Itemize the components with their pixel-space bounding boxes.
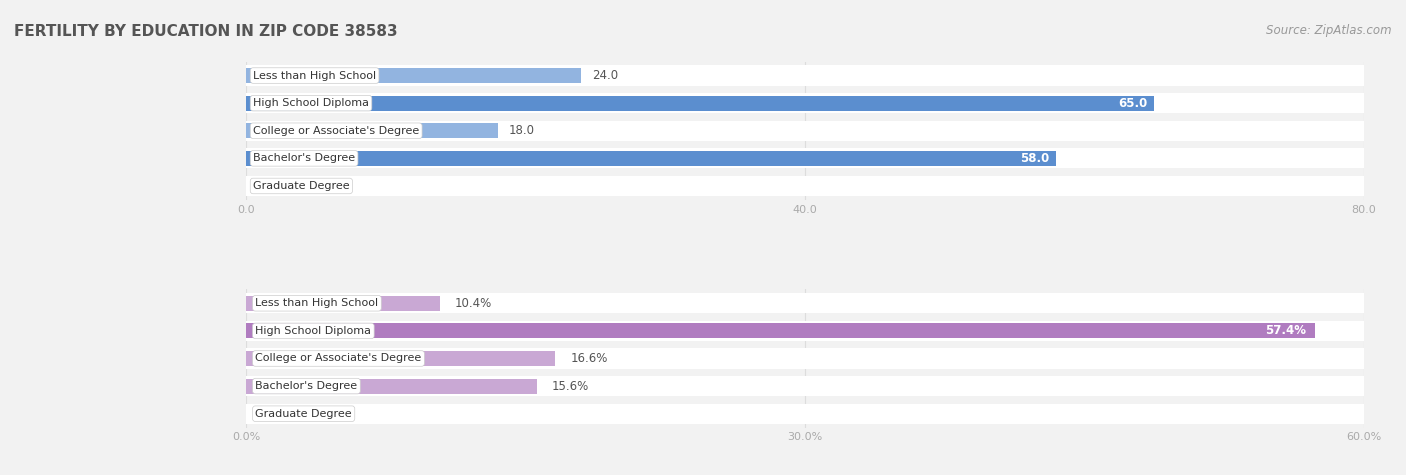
Text: 18.0: 18.0 bbox=[509, 124, 534, 137]
Text: 58.0: 58.0 bbox=[1021, 152, 1049, 165]
Bar bbox=[246, 68, 582, 83]
Bar bbox=[246, 379, 537, 394]
Text: Less than High School: Less than High School bbox=[256, 298, 378, 308]
Bar bbox=[246, 323, 1316, 339]
Text: Graduate Degree: Graduate Degree bbox=[253, 181, 350, 191]
Text: 24.0: 24.0 bbox=[592, 69, 619, 82]
Text: Bachelor's Degree: Bachelor's Degree bbox=[256, 381, 357, 391]
Text: 57.4%: 57.4% bbox=[1265, 324, 1306, 337]
Text: 65.0: 65.0 bbox=[1118, 96, 1147, 110]
Text: College or Associate's Degree: College or Associate's Degree bbox=[256, 353, 422, 363]
Bar bbox=[246, 321, 1364, 341]
Text: 10.4%: 10.4% bbox=[454, 297, 492, 310]
Text: 15.6%: 15.6% bbox=[551, 380, 589, 393]
Bar bbox=[246, 404, 1364, 424]
Bar bbox=[246, 351, 555, 366]
Bar bbox=[246, 121, 1364, 141]
Bar bbox=[246, 151, 1056, 166]
Bar bbox=[246, 176, 1364, 196]
Text: Bachelor's Degree: Bachelor's Degree bbox=[253, 153, 356, 163]
Text: 16.6%: 16.6% bbox=[571, 352, 607, 365]
Bar bbox=[246, 376, 1364, 396]
Bar bbox=[246, 93, 1364, 113]
Bar bbox=[246, 148, 1364, 169]
Bar bbox=[246, 349, 1364, 369]
Text: Less than High School: Less than High School bbox=[253, 71, 377, 81]
Text: 0.0%: 0.0% bbox=[262, 407, 291, 420]
Bar bbox=[246, 66, 1364, 86]
Text: FERTILITY BY EDUCATION IN ZIP CODE 38583: FERTILITY BY EDUCATION IN ZIP CODE 38583 bbox=[14, 24, 398, 39]
Bar bbox=[246, 95, 1154, 111]
Text: Source: ZipAtlas.com: Source: ZipAtlas.com bbox=[1267, 24, 1392, 37]
Bar bbox=[246, 123, 498, 138]
Bar bbox=[246, 296, 440, 311]
Text: High School Diploma: High School Diploma bbox=[256, 326, 371, 336]
Text: Graduate Degree: Graduate Degree bbox=[256, 408, 352, 418]
Text: High School Diploma: High School Diploma bbox=[253, 98, 368, 108]
Text: College or Associate's Degree: College or Associate's Degree bbox=[253, 126, 419, 136]
Bar bbox=[246, 293, 1364, 314]
Text: 0.0: 0.0 bbox=[257, 180, 276, 192]
